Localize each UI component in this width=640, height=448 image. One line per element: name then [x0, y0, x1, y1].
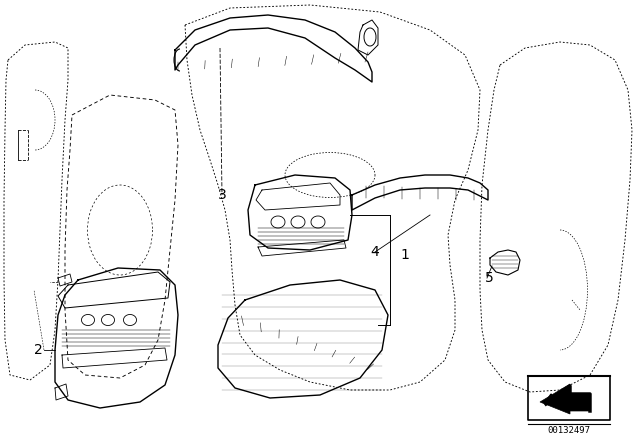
- Text: 5: 5: [485, 271, 493, 285]
- Text: 00132497: 00132497: [547, 426, 591, 435]
- Text: 3: 3: [218, 188, 227, 202]
- Text: 2: 2: [34, 343, 42, 357]
- Polygon shape: [540, 384, 590, 414]
- Text: 4: 4: [371, 245, 380, 259]
- Text: 1: 1: [400, 248, 409, 262]
